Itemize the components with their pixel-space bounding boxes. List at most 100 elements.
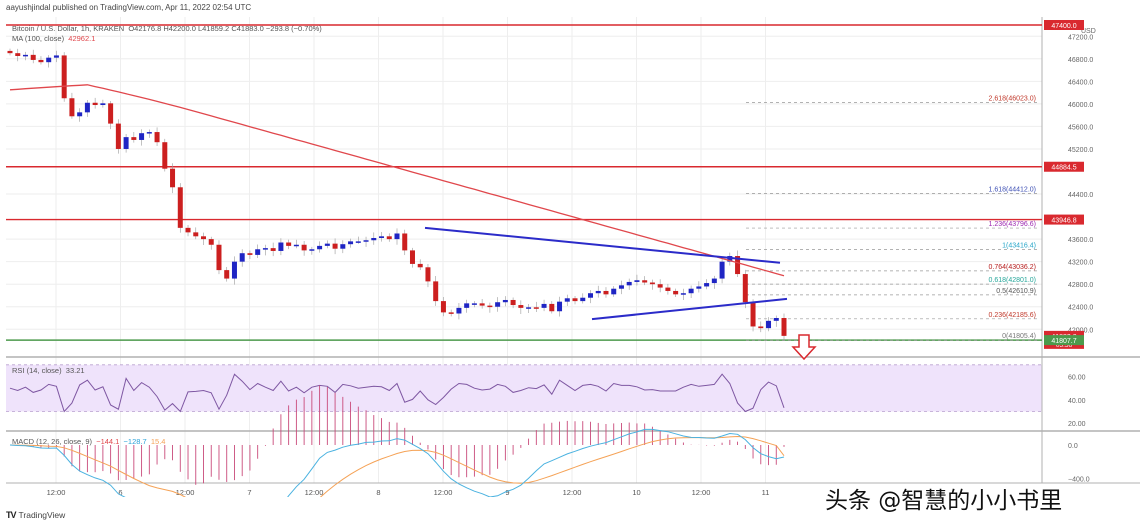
candle-body[interactable] xyxy=(433,281,439,302)
candle-body[interactable] xyxy=(162,142,168,169)
candle-body[interactable] xyxy=(53,55,59,58)
candle-body[interactable] xyxy=(618,285,624,289)
candle-body[interactable] xyxy=(224,270,230,279)
candle-body[interactable] xyxy=(758,326,764,329)
tradingview-logo[interactable]: TV TradingView xyxy=(6,510,65,520)
candle-body[interactable] xyxy=(502,299,508,303)
candle-body[interactable] xyxy=(92,102,98,106)
candle-body[interactable] xyxy=(711,278,717,284)
candle-body[interactable] xyxy=(139,133,145,140)
rsi-line[interactable] xyxy=(9,373,785,413)
candle-body[interactable] xyxy=(170,168,176,188)
candle-body[interactable] xyxy=(278,242,284,251)
candle-body[interactable] xyxy=(526,307,532,309)
trendline[interactable] xyxy=(424,226,781,264)
ma-100-line[interactable] xyxy=(9,84,785,277)
candle-body[interactable] xyxy=(270,248,276,251)
candle-body[interactable] xyxy=(340,244,346,249)
candle-body[interactable] xyxy=(704,283,710,287)
candle-body[interactable] xyxy=(557,301,563,312)
candle-body[interactable] xyxy=(7,50,13,54)
candle-body[interactable] xyxy=(649,282,655,285)
candle-body[interactable] xyxy=(208,239,214,245)
candle-body[interactable] xyxy=(15,53,21,56)
candle-body[interactable] xyxy=(518,305,524,308)
candle-body[interactable] xyxy=(665,287,671,291)
candle-body[interactable] xyxy=(750,302,756,327)
candle-body[interactable] xyxy=(216,244,222,271)
candle-body[interactable] xyxy=(588,293,593,298)
candle-body[interactable] xyxy=(417,263,423,268)
candle-body[interactable] xyxy=(247,253,253,255)
candle-body[interactable] xyxy=(185,227,191,233)
candle-body[interactable] xyxy=(394,233,400,240)
candle-body[interactable] xyxy=(673,290,679,295)
candle-body[interactable] xyxy=(38,59,44,63)
candle-body[interactable] xyxy=(595,290,601,294)
candle-body[interactable] xyxy=(348,241,354,245)
candle-body[interactable] xyxy=(440,301,446,313)
candle-body[interactable] xyxy=(773,318,779,321)
candle-body[interactable] xyxy=(719,261,725,279)
candle-body[interactable] xyxy=(324,243,330,246)
candle-body[interactable] xyxy=(533,307,539,309)
candle-body[interactable] xyxy=(301,244,307,251)
candle-body[interactable] xyxy=(108,103,114,124)
candle-body[interactable] xyxy=(239,253,245,262)
candle-body[interactable] xyxy=(386,236,392,240)
candle-body[interactable] xyxy=(115,123,121,149)
candle-body[interactable] xyxy=(231,261,237,279)
candle-body[interactable] xyxy=(766,320,772,329)
candle-body[interactable] xyxy=(603,290,609,295)
candle-body[interactable] xyxy=(363,240,369,242)
candle-body[interactable] xyxy=(317,245,323,250)
candle-body[interactable] xyxy=(425,267,431,282)
candle-body[interactable] xyxy=(657,284,663,288)
candle-body[interactable] xyxy=(626,281,632,286)
candle-body[interactable] xyxy=(84,102,90,113)
candle-body[interactable] xyxy=(688,288,694,294)
candle-body[interactable] xyxy=(177,187,183,228)
candle-body[interactable] xyxy=(146,132,152,134)
candle-body[interactable] xyxy=(131,137,137,140)
candle-body[interactable] xyxy=(471,303,477,305)
candle-body[interactable] xyxy=(549,303,555,312)
candle-body[interactable] xyxy=(262,248,268,250)
candle-body[interactable] xyxy=(735,256,741,275)
candle-body[interactable] xyxy=(572,298,578,302)
trendline[interactable] xyxy=(591,297,788,321)
candle-body[interactable] xyxy=(379,236,385,238)
candle-body[interactable] xyxy=(487,305,493,308)
candle-body[interactable] xyxy=(479,303,485,306)
candle-body[interactable] xyxy=(286,242,292,246)
candle-body[interactable] xyxy=(355,241,361,243)
candle-body[interactable] xyxy=(495,302,501,307)
candle-body[interactable] xyxy=(123,137,129,149)
candle-body[interactable] xyxy=(680,293,686,295)
candle-body[interactable] xyxy=(402,233,408,251)
candle-body[interactable] xyxy=(696,286,702,289)
candle-body[interactable] xyxy=(61,55,67,99)
candle-body[interactable] xyxy=(742,274,748,303)
chart-frame[interactable]: 12:00 6 12:00 7 12:00 8 12:00 9 12:00 10 12:00 11 47… xyxy=(6,17,1140,527)
candle-body[interactable] xyxy=(193,232,199,237)
candle-body[interactable] xyxy=(100,103,106,106)
candle-body[interactable] xyxy=(30,54,36,60)
candle-body[interactable] xyxy=(46,57,52,63)
candle-body[interactable] xyxy=(309,249,315,251)
candle-body[interactable] xyxy=(201,236,206,240)
candle-body[interactable] xyxy=(371,237,377,241)
candle-body[interactable] xyxy=(409,250,415,264)
candle-body[interactable] xyxy=(154,132,160,143)
candle-body[interactable] xyxy=(332,243,338,249)
candle-body[interactable] xyxy=(293,244,299,247)
candle-body[interactable] xyxy=(634,280,640,282)
candle-body[interactable] xyxy=(456,307,462,314)
candle-body[interactable] xyxy=(77,112,83,117)
candle-body[interactable] xyxy=(564,298,570,302)
candle-body[interactable] xyxy=(464,303,470,308)
candle-body[interactable] xyxy=(510,299,516,306)
candle-body[interactable] xyxy=(22,54,28,57)
candle-body[interactable] xyxy=(255,249,261,255)
candle-body[interactable] xyxy=(580,297,586,302)
